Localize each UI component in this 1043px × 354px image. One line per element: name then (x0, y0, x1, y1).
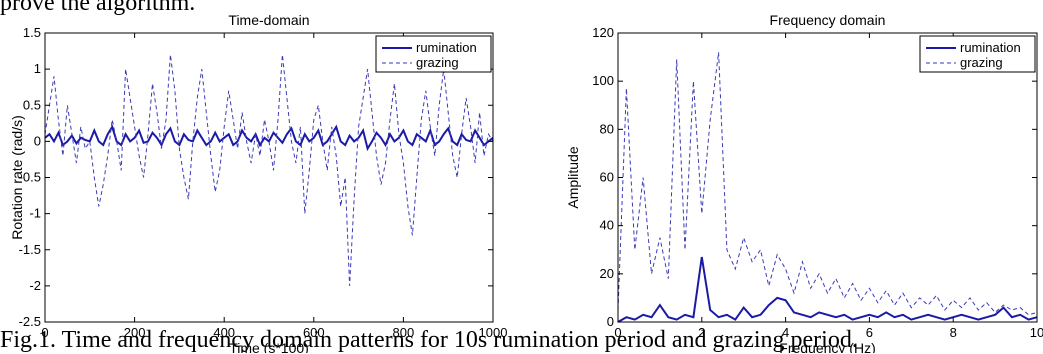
y-tick-label: 20 (600, 266, 614, 281)
x-tick-label: 0 (614, 325, 621, 340)
chart-title: Time-domain (228, 12, 309, 28)
plot-frame (617, 32, 1038, 323)
chart-title: Frequency domain (770, 12, 886, 28)
y-tick-label: -1 (29, 206, 41, 221)
y-tick-label: 120 (592, 25, 614, 40)
x-tick-label: 0 (41, 325, 48, 340)
x-tick-label: 400 (213, 325, 235, 340)
series-line-rumination (617, 256, 1038, 323)
series-line-rumination (44, 124, 494, 152)
x-tick-label: 10 (1030, 325, 1043, 340)
y-tick-label: 1 (34, 61, 41, 76)
x-tick-label: 600 (303, 325, 325, 340)
y-axis-label: Amplitude (565, 146, 581, 208)
series-line-grazing (44, 54, 494, 286)
x-tick-label: 4 (782, 325, 789, 340)
figure-caption: Fig.1. Time and frequency domain pattern… (0, 327, 858, 353)
plot-frame (44, 32, 494, 323)
y-tick-label: 100 (592, 73, 614, 88)
legend-box (919, 35, 1036, 73)
y-tick-label: 0.5 (23, 97, 41, 112)
y-tick-label: 0 (34, 133, 41, 148)
legend-label-rumination: rumination (960, 40, 1021, 55)
y-tick-label: 80 (600, 121, 614, 136)
y-axis-label: Rotation rate (rad/s) (9, 115, 25, 240)
body-text-fragment: prove the algorithm. (0, 0, 196, 16)
x-tick-label: 200 (124, 325, 146, 340)
y-tick-label: 1.5 (23, 25, 41, 40)
x-tick-label: 8 (950, 325, 957, 340)
y-tick-label: -0.5 (19, 170, 41, 185)
y-tick-label: -1.5 (19, 242, 41, 257)
x-tick-label: 1000 (479, 325, 508, 340)
legend-label-grazing: grazing (416, 55, 459, 70)
y-tick-label: -2 (29, 278, 41, 293)
y-tick-label: 0 (607, 314, 614, 329)
x-tick-label: 2 (698, 325, 705, 340)
y-tick-label: 40 (600, 218, 614, 233)
y-tick-label: -2.5 (19, 314, 41, 329)
x-axis-label: Frequency (Hz) (779, 340, 875, 353)
legend-label-rumination: rumination (416, 40, 477, 55)
legend-label-grazing: grazing (960, 55, 1003, 70)
legend-box (375, 35, 492, 73)
time-domain-plot: 0 200 400 600 800 1000 -2.5 -2 -1.5 -1 -0.5 0 0.5 1 1.… (9, 12, 507, 353)
x-axis-label: Time (s*100) (229, 340, 309, 353)
x-tick-label: 6 (866, 325, 873, 340)
x-tick-label: 800 (393, 325, 415, 340)
y-tick-label: 60 (600, 170, 614, 185)
series-line-grazing (617, 52, 1038, 316)
